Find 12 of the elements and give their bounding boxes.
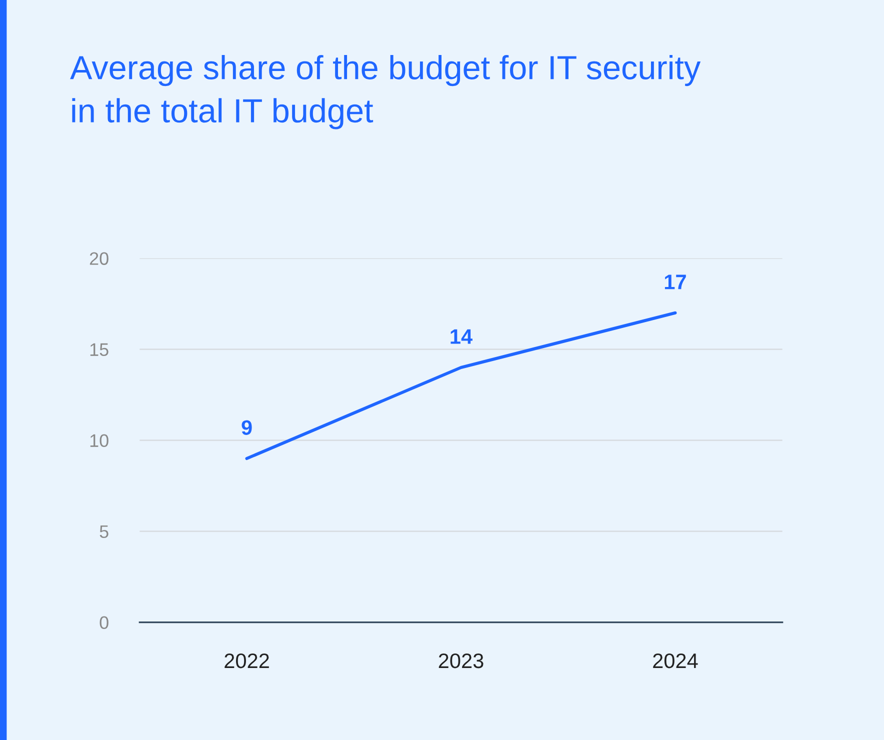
data-label: 17 [664,274,686,290]
x-tick-label: 2024 [653,653,698,668]
y-tick-label: 10 [90,434,108,448]
y-tick-label: 20 [90,252,108,265]
chart-title: Average share of the budget for IT security in the total IT budget [70,55,701,130]
data-label: 14 [450,329,472,344]
x-tick-label: 2022 [224,653,269,668]
data-label: 9 [242,420,252,435]
y-tick-label: 5 [100,525,108,538]
y-tick-label: 15 [90,343,108,356]
y-tick-label: 0 [100,616,108,630]
x-tick-label: 2023 [438,653,484,668]
